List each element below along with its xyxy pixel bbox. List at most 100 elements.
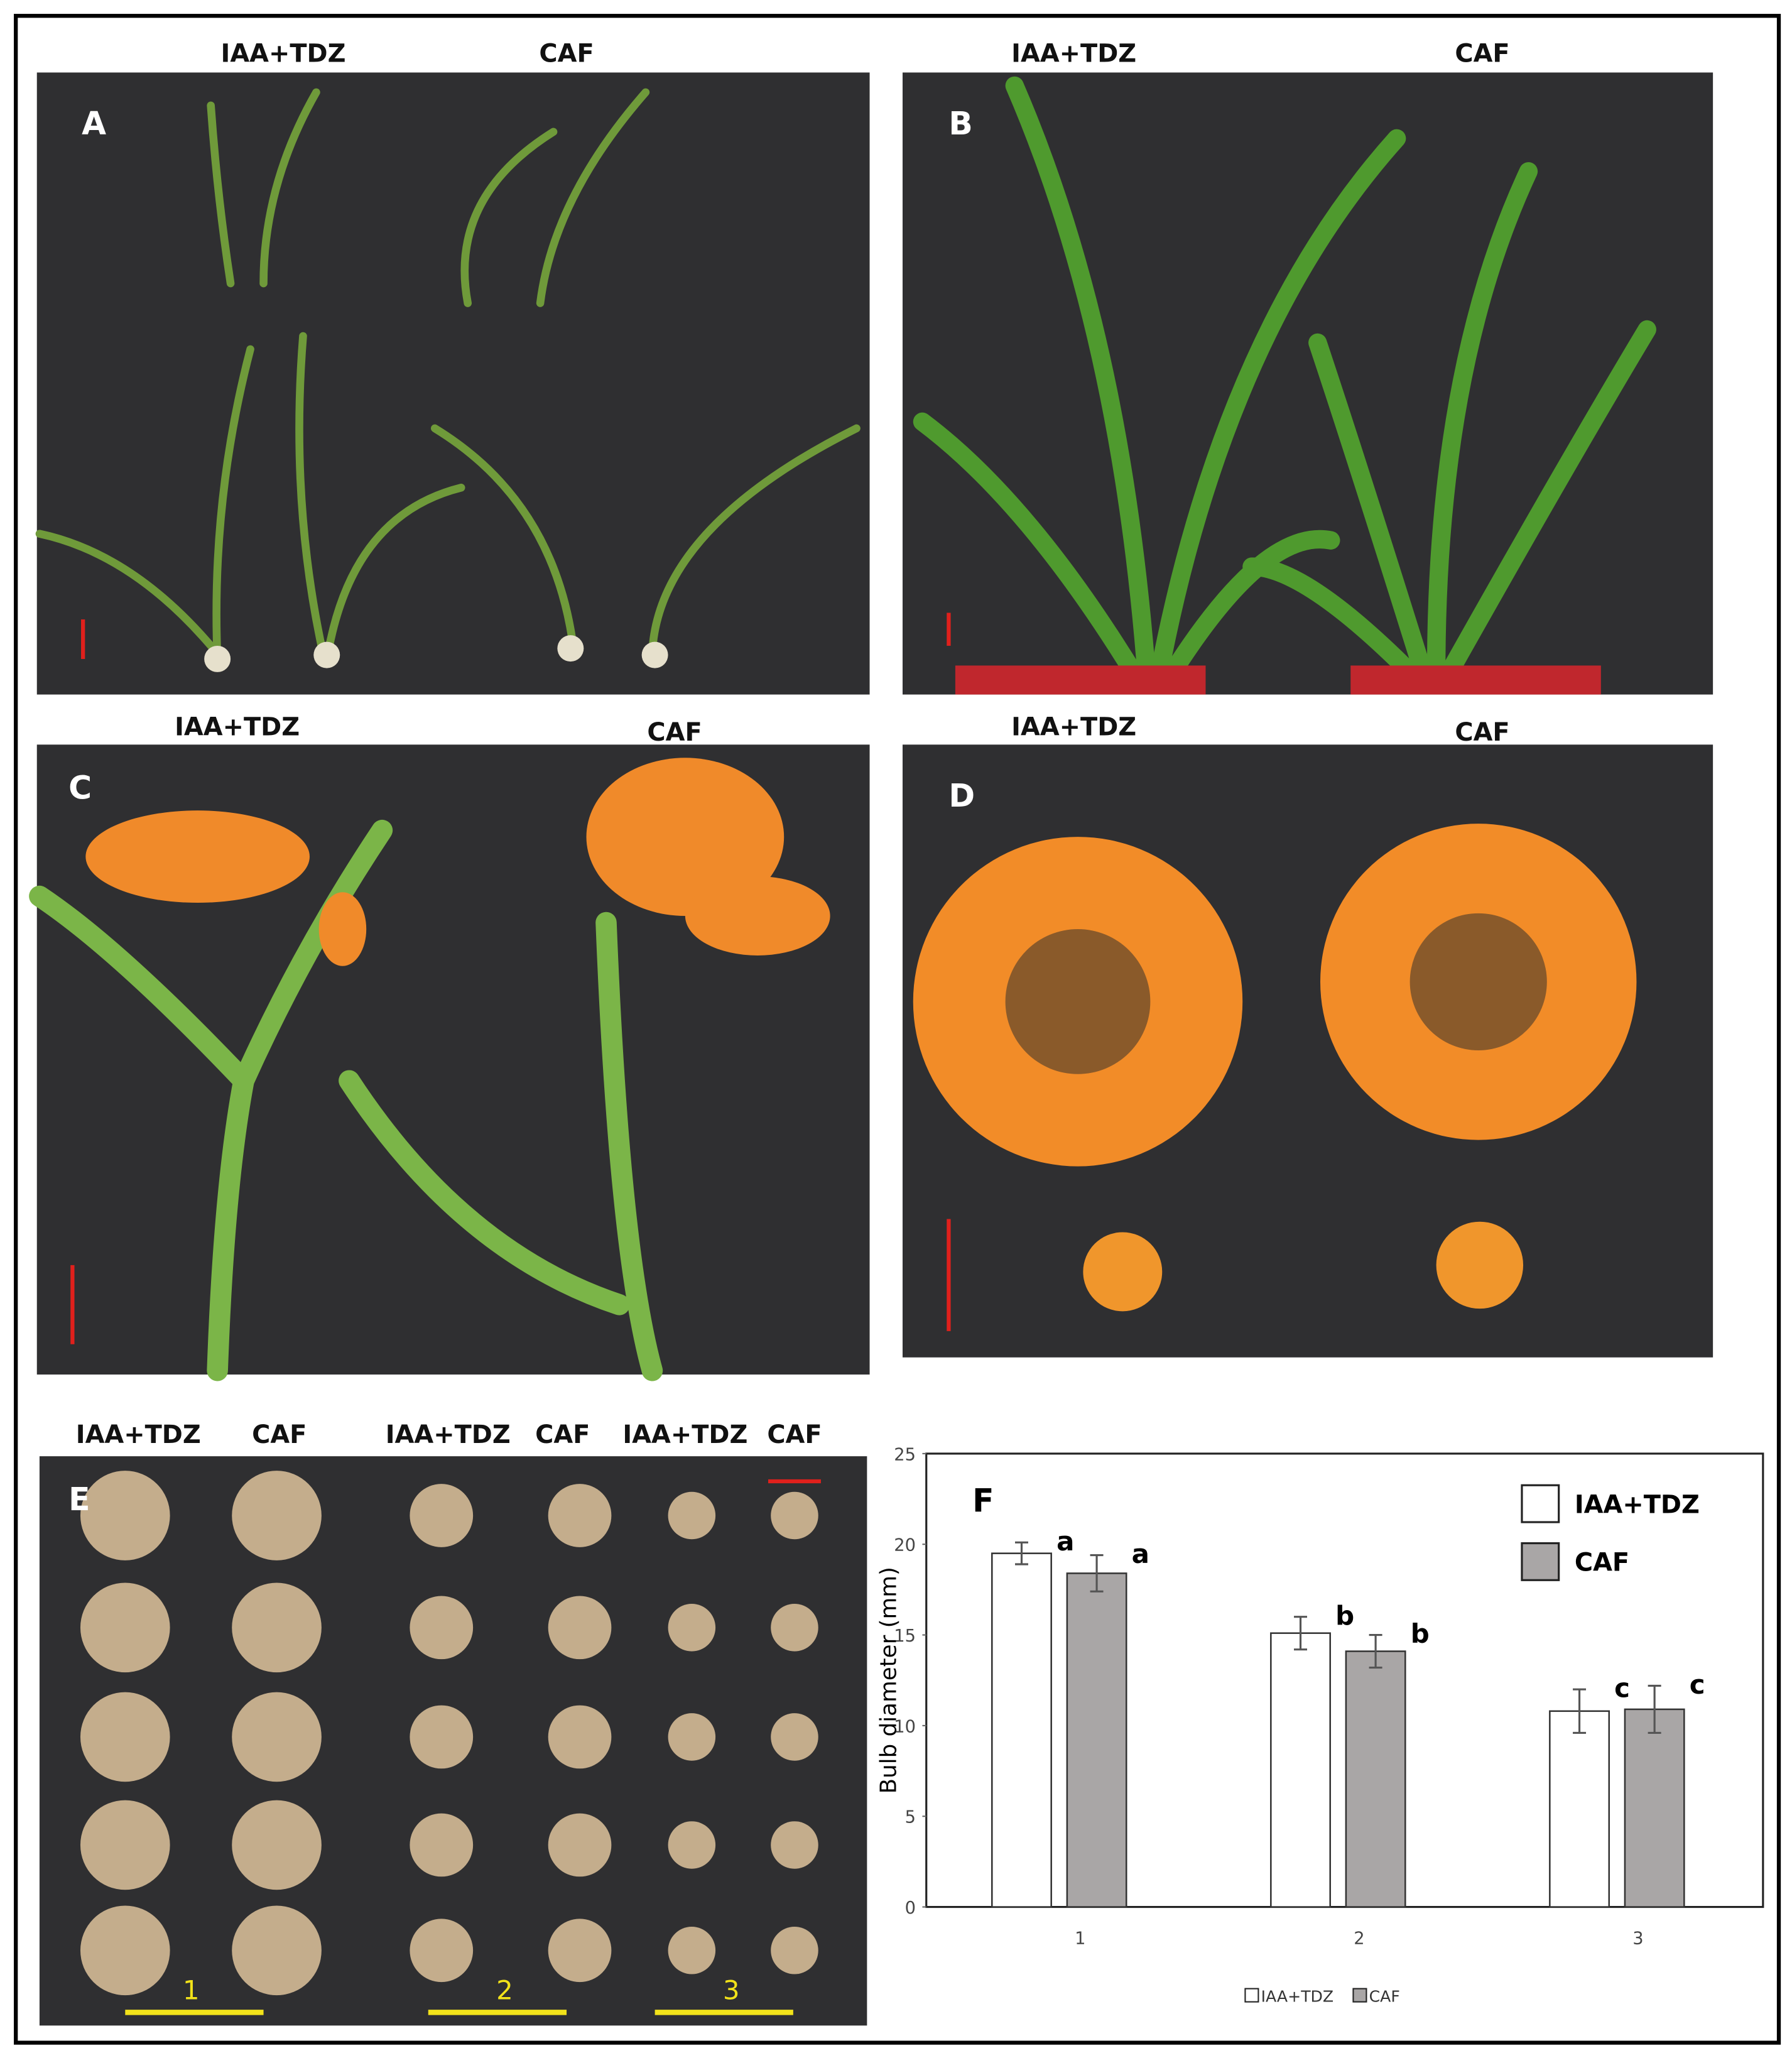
bulb [410,1813,474,1877]
significance-letter: c [1690,1669,1705,1700]
y-tick-label: 10 [894,1717,916,1736]
x-tick-label: 2 [1354,1929,1364,1948]
bulb [668,1927,716,1974]
bulb [668,1604,716,1652]
stems-c [29,819,663,1381]
treatment-label: CAF [1455,40,1509,68]
significance-letter: b [1335,1600,1354,1631]
bulb [771,1713,818,1761]
panel-letter: C [68,769,92,806]
legend-label: IAA+TDZ [1575,1490,1700,1519]
treatment-label: CAF [535,1420,590,1449]
significance-letter: a [1132,1538,1149,1569]
bulb [548,1813,612,1877]
treatment-label: IAA+TDZ [622,1420,747,1449]
x-tick-label: 3 [1632,1929,1643,1948]
photo-b [902,72,1713,695]
bulb [80,1471,170,1560]
bulb [548,1484,612,1547]
y-tick-label: 5 [905,1808,916,1827]
bar [1624,1708,1685,1908]
plants-b [913,76,1656,682]
bulb [232,1905,322,1996]
bulb [232,1471,322,1560]
legend-label: CAF [1575,1549,1629,1577]
treatment-label: IAA+TDZ [1011,40,1136,68]
group-label: 2 [496,1974,513,2005]
group-label: 1 [183,1974,200,2005]
bulbs-a [204,635,668,672]
error-bar [1648,1684,1661,1734]
bulb [232,1582,322,1673]
bulb [771,1604,818,1652]
bar [1270,1632,1331,1908]
treatment-label: IAA+TDZ [386,1420,511,1449]
legend-swatch [1352,1988,1367,2003]
bulb [771,1821,818,1869]
y-tick-label: 20 [894,1536,916,1555]
treatment-label: CAF [1455,718,1509,747]
bulb [771,1491,818,1540]
error-bar [1015,1541,1028,1565]
treatment-label: CAF [252,1420,307,1449]
pot [1350,665,1601,695]
bulb [80,1800,170,1890]
panel-letter: B [948,105,972,142]
legend-swatch [1521,1542,1560,1581]
treatment-label: IAA+TDZ [175,713,300,742]
treatment-label: IAA+TDZ [1011,713,1136,742]
bulb [410,1919,474,1983]
significance-letter: c [1614,1673,1630,1704]
legend-swatch [1244,1988,1259,2003]
bulb [771,1927,818,1974]
legend-swatch [1521,1484,1560,1523]
pot [955,665,1206,695]
bar [1066,1572,1127,1908]
treatment-label: CAF [767,1420,822,1449]
error-bar [1294,1616,1308,1651]
y-tick-label: 25 [894,1445,916,1464]
bulb [80,1582,170,1673]
bulb [668,1713,716,1761]
treatment-label: IAA+TDZ [76,1420,201,1449]
panel-letter: F [972,1482,994,1519]
bulb [548,1596,612,1660]
error-bar [1090,1554,1104,1592]
bulb [548,1705,612,1769]
bar [1345,1650,1406,1908]
bulb [410,1484,474,1547]
y-tick-label: 0 [905,1898,916,1918]
photo-a [36,72,870,695]
legend-label: IAA+TDZ [1261,1988,1334,2006]
significance-letter: a [1056,1526,1074,1557]
bar [1549,1710,1610,1908]
error-bar [1573,1688,1587,1734]
bulb [232,1692,322,1782]
bulb [80,1905,170,1996]
flowers-d [913,824,1637,1312]
treatment-label: IAA+TDZ [221,40,346,68]
treatment-label: CAF [539,40,594,68]
panel-letter: D [948,777,975,814]
bulb [548,1919,612,1983]
y-tick-label: 15 [894,1626,916,1646]
flowers-c [85,758,830,966]
error-bar [1369,1633,1382,1669]
frame [14,14,1781,2045]
bulb [232,1800,322,1890]
group-label: 3 [723,1974,740,2005]
bar [991,1552,1052,1908]
y-axis-label: Bulb diameter (mm) [876,1567,902,1794]
significance-letter: b [1411,1618,1430,1649]
plants-a [35,88,861,663]
bulb [80,1692,170,1782]
plot-frame [925,1452,1764,1908]
bulb [410,1705,474,1769]
legend-label: CAF [1369,1988,1400,2006]
bulb [410,1596,474,1660]
panel-letter: A [82,105,106,142]
panel-letter: E [68,1481,90,1518]
bulb [668,1491,716,1540]
